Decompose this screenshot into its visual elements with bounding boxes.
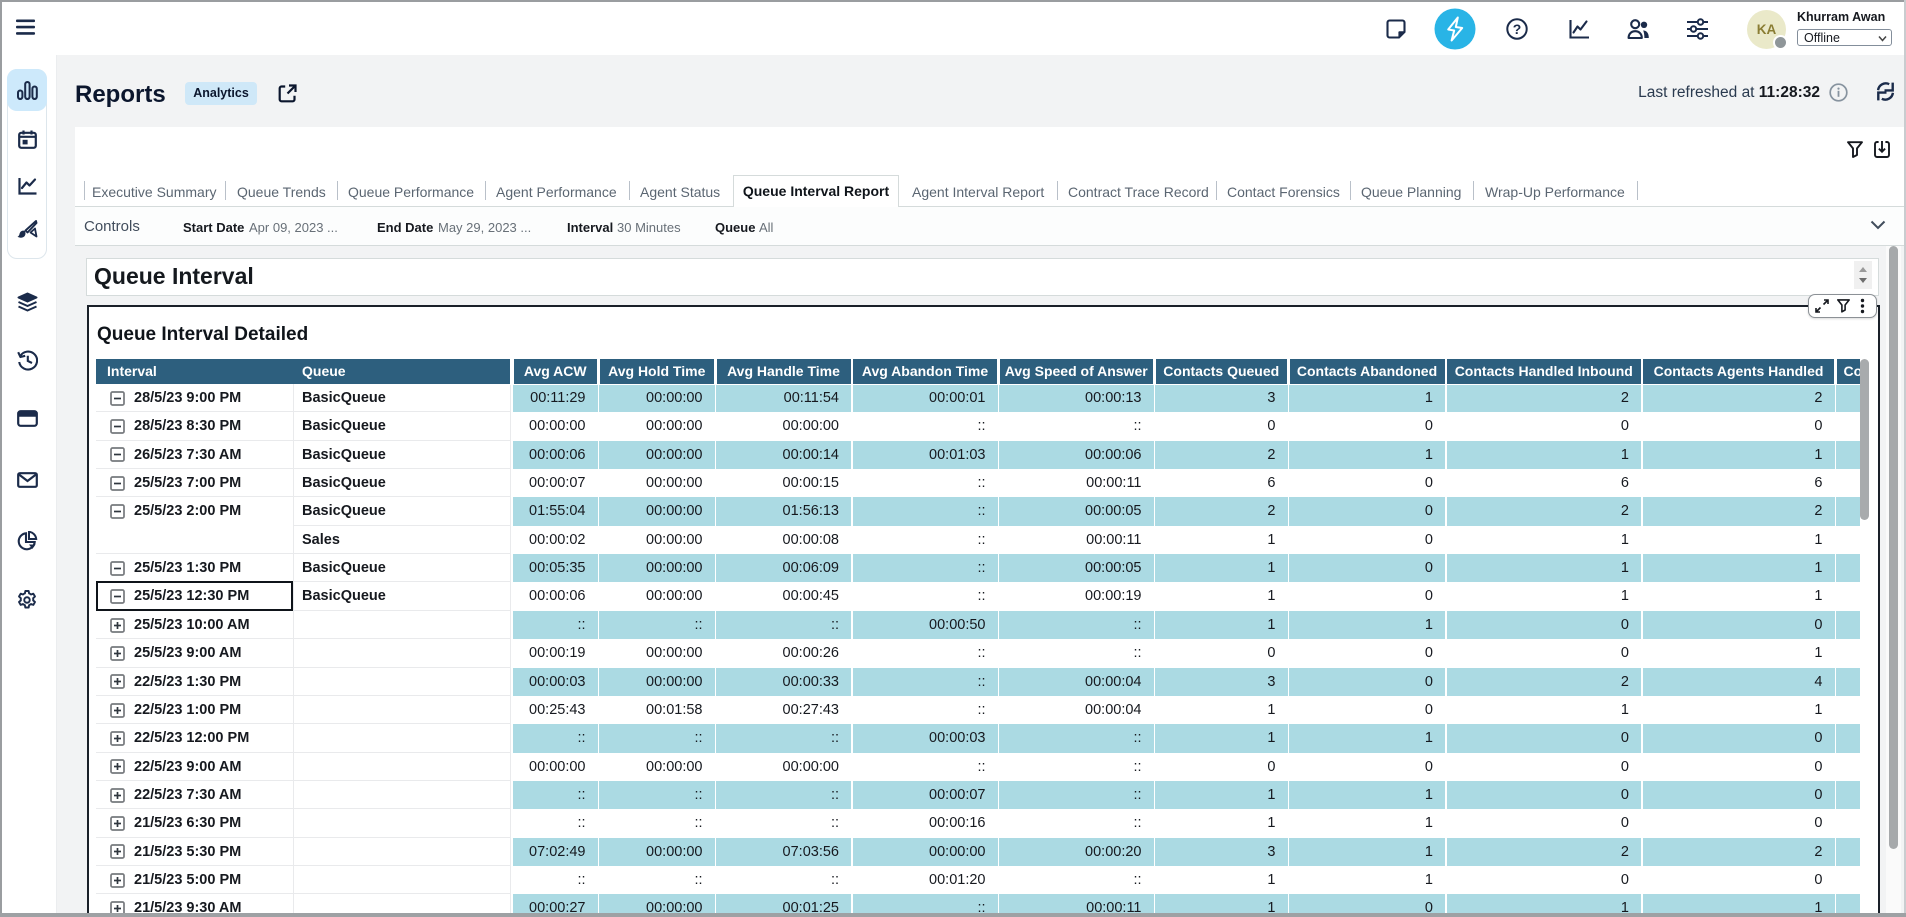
svg-text:?: ? xyxy=(1513,21,1522,37)
